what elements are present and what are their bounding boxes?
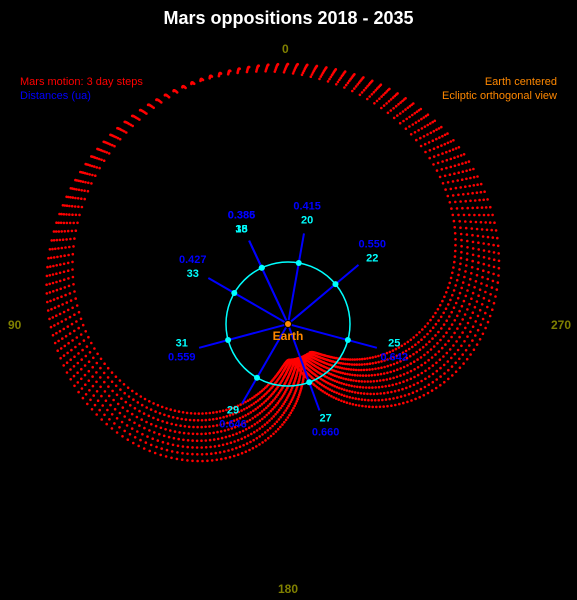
opposition-year: 0.660 <box>312 426 340 438</box>
legend-distances: Distances (ua) <box>20 89 143 103</box>
opposition-distance: 0.415 <box>293 201 321 213</box>
chart-title: Mars oppositions 2018 - 2035 <box>0 8 577 29</box>
opposition-year: 0.559 <box>168 351 196 363</box>
opposition-year: 35 <box>235 223 247 235</box>
legend-mars-motion: Mars motion: 3 day steps <box>20 75 143 89</box>
legend-left: Mars motion: 3 day steps Distances (ua) <box>20 75 143 104</box>
axis-label-270: 270 <box>551 318 571 332</box>
opposition-year: 33 <box>187 268 199 280</box>
legend-right: Earth centered Ecliptic orthogonal view <box>442 75 557 104</box>
axis-label-90: 90 <box>8 318 21 332</box>
opposition-distance: 0.386 <box>228 209 256 221</box>
opposition-distance: 29 <box>227 404 239 416</box>
mars-trail <box>45 63 500 463</box>
earth-dot <box>285 321 291 327</box>
oppositions: 0.385180.415200.55022250.642270.660290.6… <box>168 201 408 439</box>
opposition-distance: 25 <box>388 337 400 349</box>
earth-label: Earth <box>273 329 304 343</box>
opposition-distance: 31 <box>176 337 188 349</box>
opposition-distance: 0.550 <box>358 238 386 250</box>
axis-label-180: 180 <box>278 582 298 596</box>
legend-earth-centered: Earth centered <box>442 75 557 89</box>
opposition-year: 0.646 <box>219 418 247 430</box>
opposition-year: 22 <box>366 252 378 264</box>
opposition-distance: 0.427 <box>179 254 207 266</box>
opposition-distance: 27 <box>319 412 331 424</box>
opposition-year: 0.642 <box>380 351 408 363</box>
axis-label-0: 0 <box>282 42 289 56</box>
legend-ecliptic: Ecliptic orthogonal view <box>442 89 557 103</box>
opposition-year: 20 <box>301 215 313 227</box>
